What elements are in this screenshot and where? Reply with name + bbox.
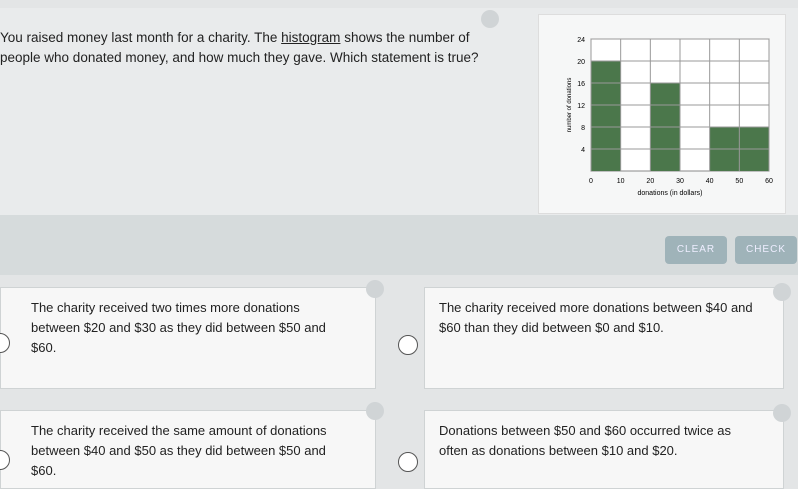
x-tick-label: 60: [765, 178, 773, 185]
x-tick-label: 40: [706, 178, 714, 185]
speaker-icon[interactable]: [773, 283, 791, 301]
x-tick-label: 0: [589, 178, 593, 185]
speaker-icon[interactable]: [366, 402, 384, 420]
choice-card[interactable]: The charity received the same amount of …: [0, 410, 376, 489]
question-part: shows the number of people who donated m…: [0, 30, 479, 65]
y-axis-label: number of donations: [567, 78, 573, 133]
check-button[interactable]: CHECK: [735, 236, 797, 264]
speaker-icon[interactable]: [481, 10, 499, 28]
x-tick-label: 20: [646, 178, 654, 185]
x-axis-label: donations (in dollars): [638, 190, 703, 197]
x-tick-label: 30: [676, 178, 684, 185]
question-text: You raised money last month for a charit…: [0, 28, 500, 68]
question-part: You raised money last month for a charit…: [0, 30, 282, 45]
choice-card[interactable]: The charity received more donations betw…: [424, 287, 784, 389]
histogram: 4 8 12 16 20 24 0 10 20 30 40 50 60 donations (in dol…: [567, 37, 773, 197]
y-tick-label: 20: [577, 59, 585, 66]
y-tick-label: 16: [577, 81, 585, 88]
y-tick-label: 12: [577, 103, 585, 110]
radio[interactable]: [398, 335, 418, 355]
clear-button[interactable]: CLEAR: [665, 236, 727, 264]
speaker-icon[interactable]: [773, 404, 791, 422]
choice-card[interactable]: The charity received two times more dona…: [0, 287, 376, 389]
speaker-icon[interactable]: [366, 280, 384, 298]
bar: [591, 61, 621, 171]
radio[interactable]: [398, 452, 418, 472]
y-tick-label: 8: [581, 125, 585, 132]
y-tick-label: 4: [581, 147, 585, 154]
choice-card[interactable]: Donations between $50 and $60 occurred t…: [424, 410, 784, 489]
x-tick-label: 10: [617, 178, 625, 185]
question-link[interactable]: histogram: [281, 30, 341, 45]
y-tick-label: 24: [577, 37, 585, 44]
chart-panel: 4 8 12 16 20 24 0 10 20 30 40 50 60 donations (in dol…: [538, 14, 786, 214]
x-tick-label: 50: [735, 178, 743, 185]
